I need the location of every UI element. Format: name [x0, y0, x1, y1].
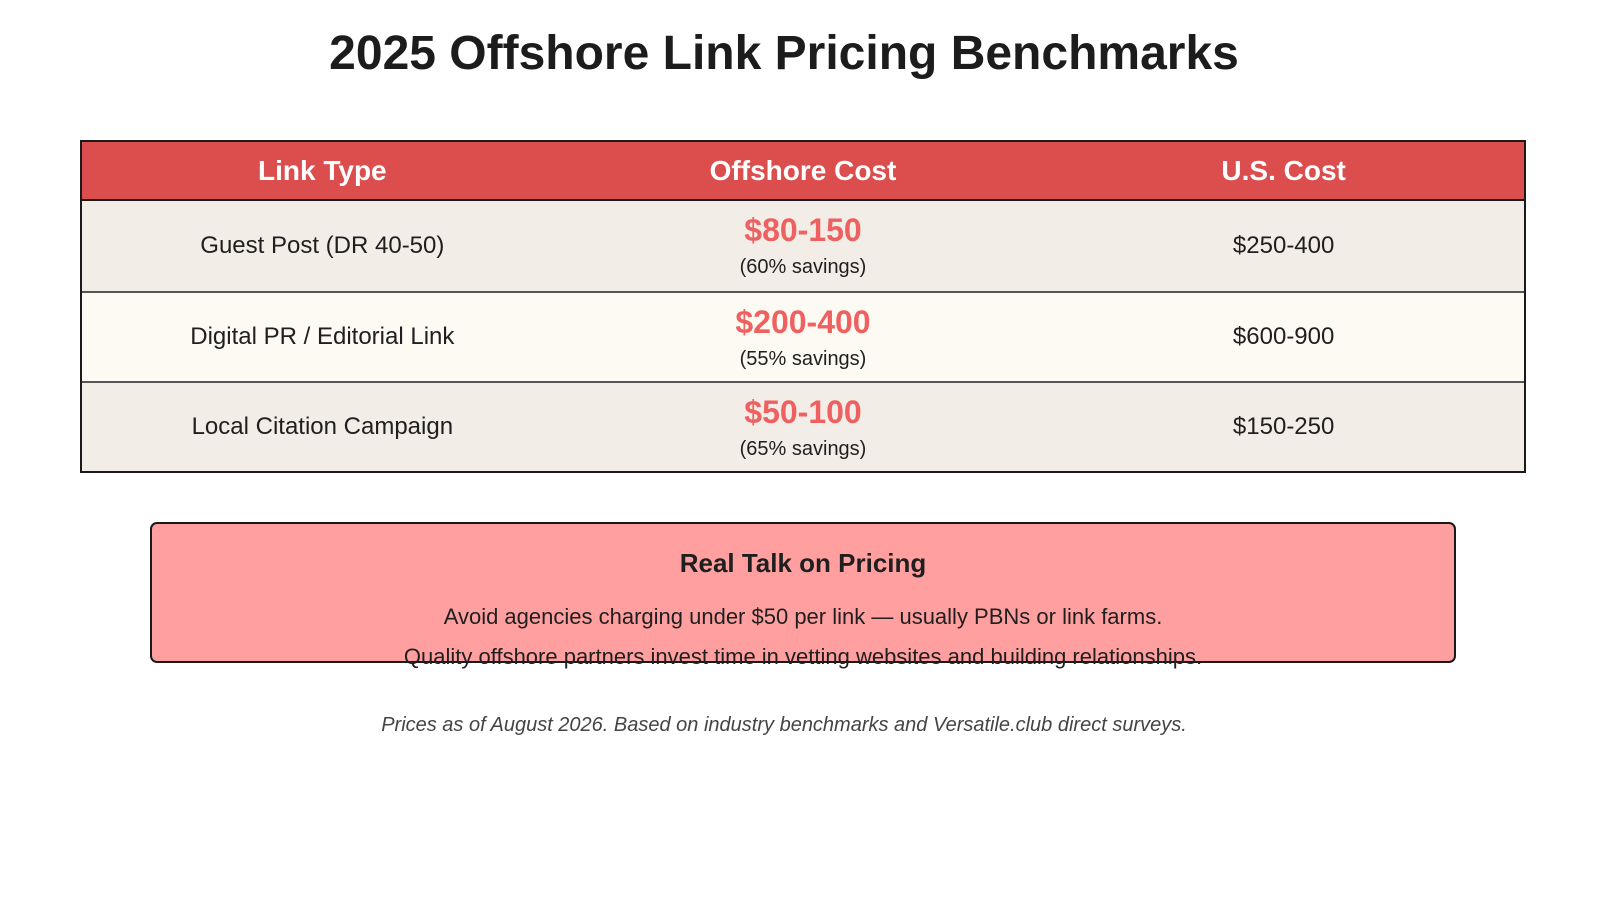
offshore-price: $200-400: [735, 304, 871, 340]
us-cost-cell: $600-900: [1232, 323, 1335, 350]
savings-note: (65% savings): [739, 438, 867, 460]
callout-title: Real Talk on Pricing: [679, 548, 927, 578]
link-type-cell: Local Citation Campaign: [191, 413, 454, 440]
link-type-cell: Guest Post (DR 40-50): [200, 232, 445, 259]
callout-line: Quality offshore partners invest time in…: [403, 644, 1203, 669]
offshore-cost-cell: $50-100 (65% savings): [563, 383, 1044, 471]
savings-note: (60% savings): [739, 256, 867, 278]
us-cost-cell: $250-400: [1232, 232, 1335, 259]
table-header: Link Type Offshore Cost U.S. Cost: [82, 142, 1524, 201]
header-offshore-cost: Offshore Cost: [709, 154, 897, 186]
offshore-cost-cell: $80-150 (60% savings): [563, 201, 1044, 291]
page-title: 2025 Offshore Link Pricing Benchmarks: [329, 27, 1239, 80]
link-type-cell: Digital PR / Editorial Link: [190, 323, 455, 350]
pricing-table: Link Type Offshore Cost U.S. Cost Guest …: [80, 140, 1526, 473]
savings-note: (55% savings): [739, 348, 867, 370]
us-cost-cell: $150-250: [1232, 413, 1335, 440]
table-row: Digital PR / Editorial Link $200-400 (55…: [82, 291, 1524, 381]
offshore-price: $50-100: [744, 394, 862, 430]
footnote: Prices as of August 2026. Based on indus…: [381, 714, 1187, 736]
offshore-price: $80-150: [744, 212, 862, 248]
header-us-cost: U.S. Cost: [1221, 154, 1346, 186]
table-row: Local Citation Campaign $50-100 (65% sav…: [82, 381, 1524, 471]
offshore-cost-cell: $200-400 (55% savings): [563, 293, 1044, 381]
table-row: Guest Post (DR 40-50) $80-150 (60% savin…: [82, 201, 1524, 291]
callout-line: Avoid agencies charging under $50 per li…: [443, 604, 1163, 629]
pricing-callout-box: Real Talk on Pricing Avoid agencies char…: [150, 522, 1456, 669]
header-link-type: Link Type: [258, 154, 387, 186]
